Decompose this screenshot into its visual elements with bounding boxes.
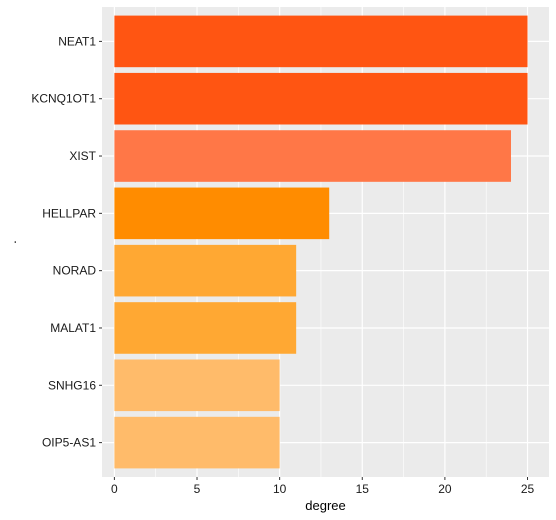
y-tick-label: MALAT1	[50, 321, 96, 335]
x-tick-label: 10	[273, 482, 287, 496]
y-tick-label: OIP5-AS1	[42, 436, 96, 450]
x-tick-label: 25	[521, 482, 535, 496]
y-tick-label: SNHG16	[48, 378, 96, 392]
bar-hellpar	[114, 187, 330, 240]
bar-xist	[114, 130, 511, 182]
x-tick-label: 15	[356, 482, 370, 496]
x-tick-label: 5	[194, 482, 201, 496]
x-axis-title: degree	[305, 498, 345, 513]
bar-kcnq1ot1	[114, 72, 528, 125]
y-axis-ticks: NEAT1 KCNQ1OT1 XIST HELLPAR NORAD MALAT1 SNHG1…	[31, 34, 102, 450]
y-tick-label: XIST	[69, 149, 96, 163]
y-tick-label: NORAD	[53, 264, 97, 278]
bar-neat1	[114, 15, 528, 68]
y-tick-label: HELLPAR	[42, 206, 96, 220]
bar-norad	[114, 244, 297, 297]
bar-malat1	[114, 302, 297, 354]
x-tick-label: 20	[438, 482, 452, 496]
x-tick-label: 0	[111, 482, 118, 496]
bar-snhg16	[114, 359, 280, 412]
y-axis-title: .	[4, 240, 19, 244]
bars	[114, 15, 528, 469]
y-tick-label: KCNQ1OT1	[31, 92, 96, 106]
y-tick-label: NEAT1	[58, 34, 96, 48]
bar-oip5-as1	[114, 416, 280, 469]
x-axis-ticks: 0 5 10 15 20 25	[111, 477, 535, 496]
